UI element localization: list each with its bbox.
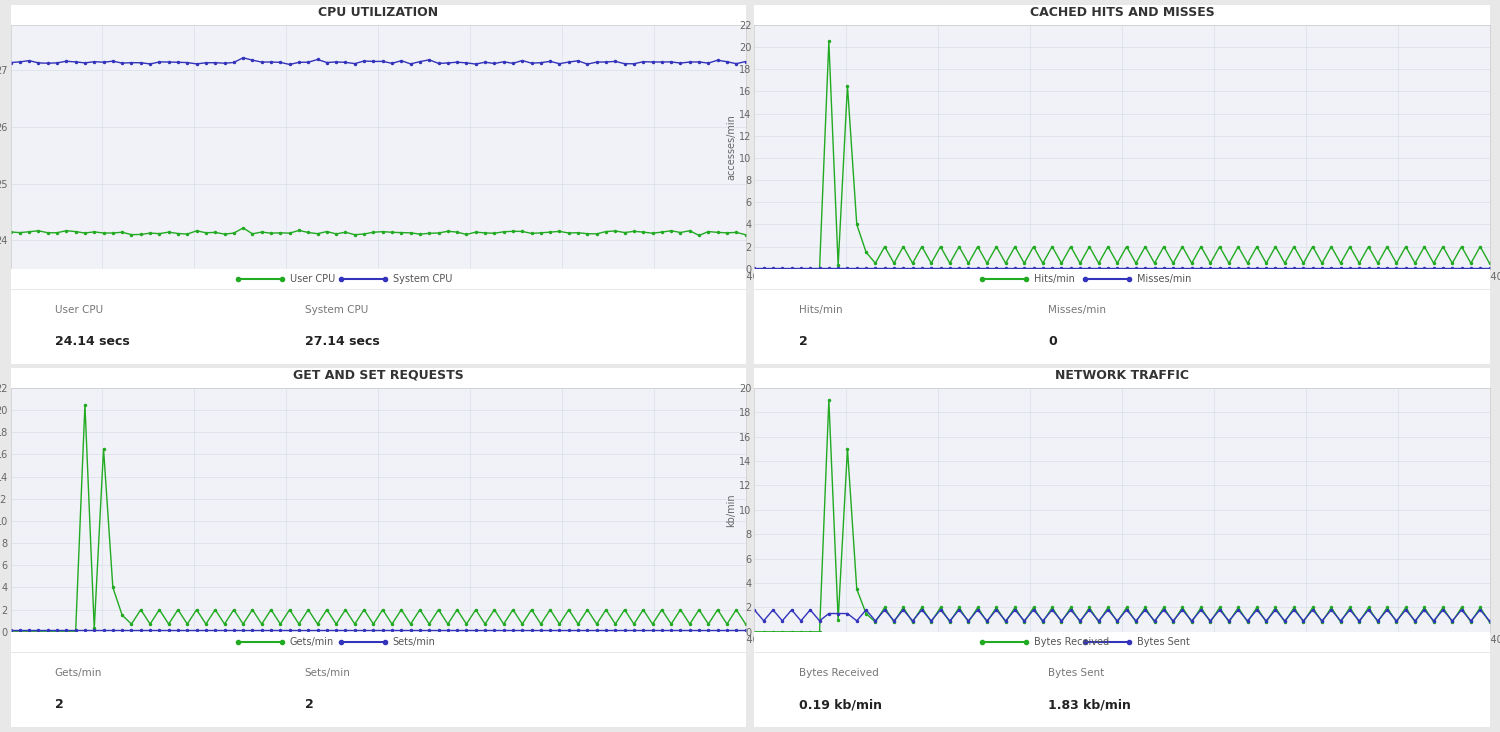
X-axis label: Time: Time <box>366 647 390 657</box>
Text: CACHED HITS AND MISSES: CACHED HITS AND MISSES <box>1029 6 1215 19</box>
X-axis label: Time: Time <box>1110 284 1134 294</box>
Text: 0: 0 <box>1048 335 1058 348</box>
Text: GET AND SET REQUESTS: GET AND SET REQUESTS <box>292 369 464 382</box>
Y-axis label: accesses/min: accesses/min <box>726 114 736 180</box>
Text: Bytes Sent: Bytes Sent <box>1048 668 1104 678</box>
Text: 2: 2 <box>54 698 63 712</box>
Text: Bytes Received: Bytes Received <box>798 668 879 678</box>
Text: CPU UTILIZATION: CPU UTILIZATION <box>318 6 438 19</box>
Text: System CPU: System CPU <box>393 274 452 284</box>
Y-axis label: kb/min: kb/min <box>726 493 736 526</box>
Text: Gets/min: Gets/min <box>54 668 102 678</box>
Text: Gets/min: Gets/min <box>290 637 334 646</box>
Text: System CPU: System CPU <box>304 305 368 315</box>
Text: Sets/min: Sets/min <box>304 668 351 678</box>
X-axis label: Time: Time <box>366 284 390 294</box>
Text: Misses/min: Misses/min <box>1137 274 1191 284</box>
Text: User CPU: User CPU <box>54 305 102 315</box>
Text: 0.19 kb/min: 0.19 kb/min <box>798 698 882 712</box>
Text: Hits/min: Hits/min <box>1034 274 1074 284</box>
Text: Hits/min: Hits/min <box>798 305 842 315</box>
Text: 2: 2 <box>798 335 807 348</box>
Text: User CPU: User CPU <box>290 274 334 284</box>
Text: Bytes Sent: Bytes Sent <box>1137 637 1190 646</box>
Text: NETWORK TRAFFIC: NETWORK TRAFFIC <box>1054 369 1190 382</box>
X-axis label: Time: Time <box>1110 647 1134 657</box>
Text: Misses/min: Misses/min <box>1048 305 1107 315</box>
Text: 24.14 secs: 24.14 secs <box>54 335 129 348</box>
Text: 2: 2 <box>304 698 313 712</box>
Text: 27.14 secs: 27.14 secs <box>304 335 380 348</box>
Text: Sets/min: Sets/min <box>393 637 435 646</box>
Text: 1.83 kb/min: 1.83 kb/min <box>1048 698 1131 712</box>
Text: Bytes Received: Bytes Received <box>1034 637 1108 646</box>
